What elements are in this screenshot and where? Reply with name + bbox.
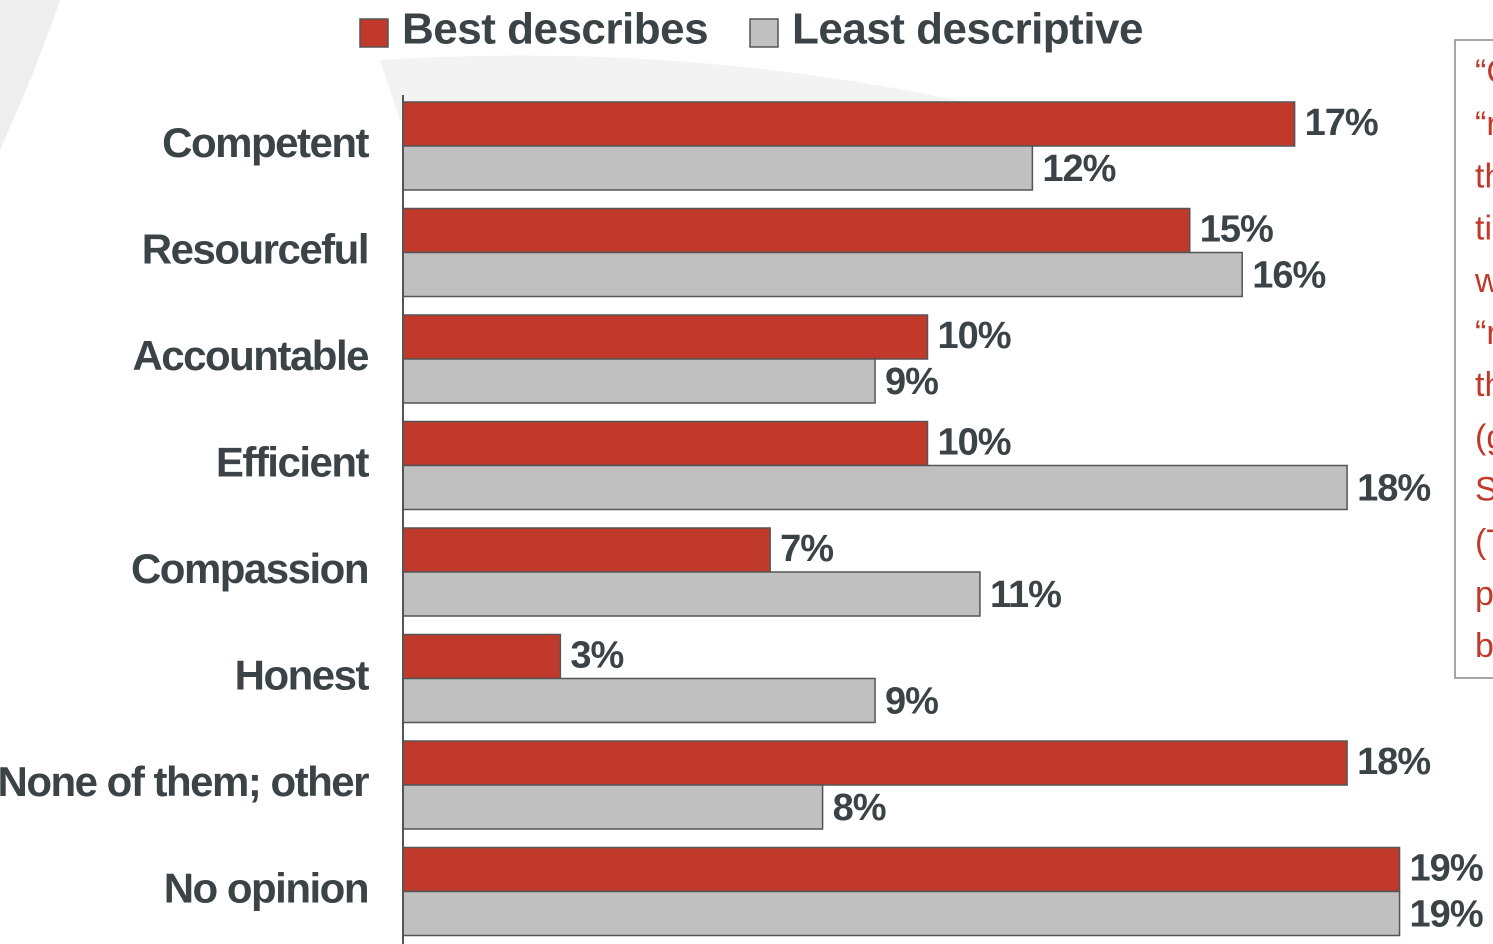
bar: [402, 251, 1243, 298]
data-label: 8%: [833, 787, 886, 829]
background-swoosh: [0, 0, 60, 150]
bar: [402, 420, 929, 467]
bar: [402, 784, 824, 830]
legend-swatch: [749, 18, 779, 48]
legend-label: Best describes: [402, 5, 708, 54]
data-label: 3%: [570, 635, 623, 677]
bar: [402, 145, 1034, 191]
data-label: 19%: [1410, 848, 1483, 890]
legend-label: Least descriptive: [792, 5, 1143, 54]
data-label: 18%: [1357, 741, 1430, 783]
y-tick-label: Honest: [235, 652, 370, 699]
annotation-text: th: [1475, 157, 1493, 195]
annotation-text: th: [1475, 366, 1493, 404]
annotation-text: (T: [1475, 523, 1493, 561]
annotation-text: “r: [1475, 105, 1493, 143]
legend-swatch: [359, 18, 389, 48]
bar: [402, 101, 1296, 147]
annotation-text: p: [1475, 575, 1493, 613]
bar: [402, 207, 1191, 254]
annotation-text: (g: [1475, 418, 1493, 456]
annotation-text: S: [1475, 471, 1493, 509]
annotation-text: “r: [1475, 314, 1493, 352]
annotation-text: b: [1475, 627, 1493, 665]
data-label: 12%: [1042, 148, 1115, 190]
annotation-box: [1454, 39, 1493, 679]
annotation-text: w: [1474, 262, 1493, 300]
y-tick-label: Compassion: [131, 545, 368, 592]
data-label: 18%: [1357, 468, 1430, 510]
y-tick-label: Competent: [162, 119, 369, 166]
data-label: 7%: [780, 528, 833, 570]
data-label: 16%: [1252, 255, 1325, 297]
annotation-text: “C: [1475, 53, 1493, 91]
data-label: 11%: [990, 574, 1061, 616]
data-label: 17%: [1305, 102, 1378, 144]
y-tick-label: Efficient: [216, 439, 370, 486]
bar: [402, 677, 876, 724]
data-label: 10%: [938, 315, 1011, 357]
bar: [402, 527, 771, 573]
bar: [402, 633, 562, 680]
data-label: 15%: [1200, 209, 1273, 251]
bar: [402, 740, 1348, 786]
bar: [402, 846, 1401, 893]
data-label: 9%: [885, 361, 938, 403]
bar: [402, 464, 1348, 511]
data-label: 10%: [938, 422, 1011, 464]
y-tick-label: None of them; other: [0, 758, 369, 805]
bar: [402, 314, 929, 360]
data-label: 9%: [885, 681, 938, 723]
y-tick-label: Accountable: [132, 332, 368, 379]
bar: [402, 890, 1401, 937]
bar: [402, 571, 981, 617]
y-tick-label: Resourceful: [142, 226, 368, 273]
data-label: 19%: [1410, 894, 1483, 936]
bar: [402, 358, 876, 404]
annotation-text: ti: [1475, 210, 1492, 248]
y-tick-label: No opinion: [164, 865, 368, 912]
